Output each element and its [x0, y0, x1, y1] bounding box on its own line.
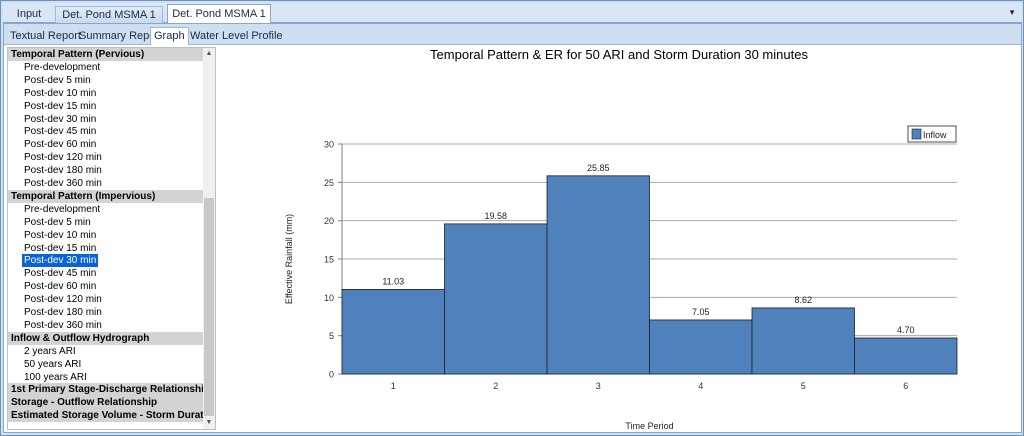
list-item[interactable]: Pre-development	[24, 61, 101, 73]
list-group-header: Inflow & Outflow Hydrograph	[8, 331, 203, 345]
chart-panel: Temporal Pattern & ER for 50 ARI and Sto…	[219, 47, 1019, 430]
y-axis-title: Effective Rainfall (mm)	[284, 214, 294, 304]
graph-list: Temporal Pattern (Pervious) Pre-developme…	[8, 48, 203, 429]
y-tick-label: 20	[324, 216, 334, 226]
y-tick-label: 30	[324, 140, 334, 150]
tab-det-pond-1[interactable]: Det. Pond MSMA 1	[55, 6, 163, 23]
graph-list-panel: Temporal Pattern (Pervious) Pre-developme…	[7, 47, 216, 430]
chevron-down-icon[interactable]: ▼	[1008, 8, 1016, 17]
x-tick-label: 4	[698, 381, 703, 391]
list-item[interactable]: Post-dev 15 min	[24, 100, 97, 112]
list-item[interactable]: 50 years ARI	[24, 358, 82, 370]
content-frame: Textual Report Summary Report Graph Wate…	[3, 23, 1022, 433]
tab-water-level-profile[interactable]: Water Level Profile	[190, 30, 283, 42]
list-item[interactable]: Post-dev 180 min	[24, 165, 102, 177]
chart-title: Temporal Pattern & ER for 50 ARI and Sto…	[430, 47, 808, 62]
data-label: 19.58	[484, 211, 507, 221]
list-item[interactable]: Post-dev 5 min	[24, 216, 91, 228]
list-item[interactable]: 100 years ARI	[24, 371, 87, 383]
list-item[interactable]: Post-dev 15 min	[24, 242, 97, 254]
list-group-header: Storage - Outflow Relationship	[8, 396, 203, 410]
bar	[546, 175, 650, 375]
y-tick-label: 15	[324, 255, 334, 265]
x-tick-label: 6	[903, 381, 908, 391]
y-tick-label: 10	[324, 293, 334, 303]
scroll-thumb[interactable]	[204, 198, 214, 416]
list-item[interactable]: Post-dev 120 min	[24, 294, 102, 306]
list-item[interactable]: Post-dev 45 min	[24, 268, 97, 280]
scroll-down-icon[interactable]: ▼	[205, 419, 213, 426]
scroll-up-icon[interactable]: ▲	[205, 50, 213, 57]
legend-label: Inflow	[923, 130, 947, 140]
tab-graph[interactable]: Graph	[150, 27, 189, 45]
data-label: 11.03	[382, 276, 404, 286]
list-item[interactable]: Post-dev 120 min	[24, 152, 102, 164]
list-item[interactable]: Post-dev 360 min	[24, 319, 102, 331]
tab-textual-report[interactable]: Textual Report	[10, 30, 81, 42]
list-item[interactable]: Post-dev 60 min	[24, 281, 97, 293]
bar	[751, 307, 855, 375]
list-item[interactable]: Pre-development	[24, 203, 101, 215]
x-axis-title: Time Period	[625, 421, 673, 430]
list-item[interactable]: Post-dev 360 min	[24, 178, 102, 189]
y-tick-label: 0	[329, 370, 334, 380]
x-tick-label: 3	[596, 381, 601, 391]
vertical-scrollbar[interactable]: ▲ ▼	[203, 48, 215, 429]
tab-input[interactable]: Input	[16, 8, 42, 20]
x-tick-label: 5	[801, 381, 806, 391]
x-tick-label: 1	[391, 381, 396, 391]
report-tab-bar: Textual Report Summary Report Graph Wate…	[4, 24, 1021, 45]
list-item[interactable]: Post-dev 10 min	[24, 87, 97, 99]
list-item[interactable]: Post-dev 45 min	[24, 126, 97, 138]
list-group-header: Temporal Pattern (Impervious)	[8, 189, 203, 203]
bar	[649, 319, 753, 375]
bar	[854, 337, 958, 375]
list-item[interactable]: Post-dev 5 min	[24, 74, 91, 86]
list-item[interactable]: Post-dev 10 min	[24, 229, 97, 241]
data-label: 4.70	[897, 325, 915, 335]
x-tick-label: 2	[493, 381, 498, 391]
data-label: 7.05	[692, 307, 710, 317]
data-label: 25.85	[587, 163, 610, 173]
list-item[interactable]: 2 years ARI	[24, 345, 76, 357]
y-tick-label: 25	[324, 178, 334, 188]
list-group-header: Temporal Pattern (Pervious)	[8, 48, 203, 61]
list-group-header: 1st Primary Stage-Discharge Relationship	[8, 383, 203, 397]
data-label: 8.62	[794, 295, 812, 305]
list-group-header: Estimated Storage Volume - Storm Duratio…	[8, 409, 203, 423]
bar	[341, 289, 445, 375]
list-item[interactable]: Post-dev 30 min	[24, 113, 97, 125]
tab-det-pond-2[interactable]: Det. Pond MSMA 1	[167, 4, 271, 24]
list-item[interactable]: Post-dev 30 min	[22, 254, 99, 268]
bar	[444, 223, 548, 375]
tab-summary-report[interactable]: Summary Report	[79, 30, 163, 42]
document-tab-bar: Input Det. Pond MSMA 1 Det. Pond MSMA 1 …	[3, 3, 1022, 24]
y-tick-label: 5	[329, 331, 334, 341]
list-item[interactable]: Post-dev 60 min	[24, 139, 97, 151]
list-item[interactable]: Post-dev 180 min	[24, 307, 102, 318]
bar-chart: 0 5 10 15 20 25 30 11.03 1 19.58 2 25.85 3 7.05 4 8.62 5…	[284, 125, 958, 430]
legend-swatch	[911, 128, 922, 140]
